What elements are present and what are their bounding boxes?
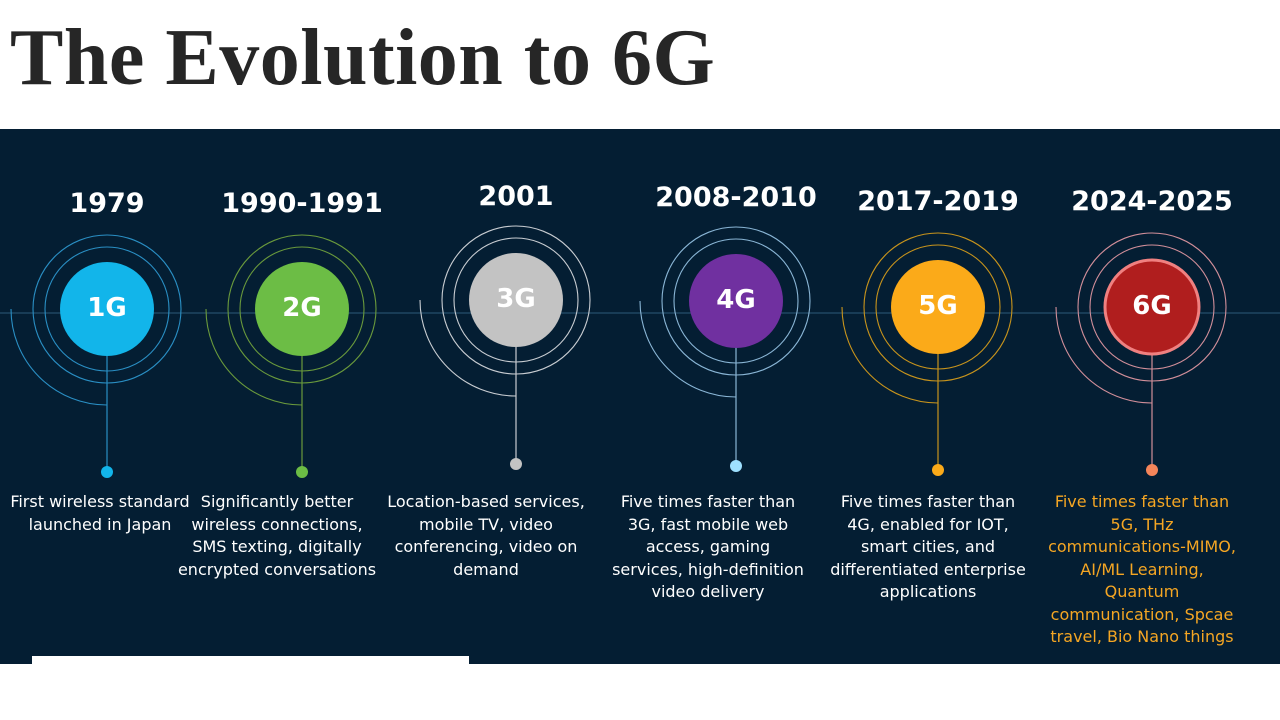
timeline-dot: [296, 466, 308, 478]
generation-description: Location-based services, mobile TV, vide…: [387, 492, 585, 579]
signal-ring: [441, 225, 591, 375]
generation-node-6g: [1055, 232, 1227, 476]
generation-node-3g: [419, 225, 591, 470]
generation-description: Five times faster than 4G, enabled for I…: [830, 492, 1026, 601]
footer-bar: [32, 656, 469, 666]
generation-label: 4G: [716, 285, 756, 315]
generation-circle: [891, 260, 985, 354]
generation-description: First wireless standard launched in Japa…: [10, 492, 190, 534]
generation-description: Five times faster than 3G, fast mobile w…: [612, 492, 804, 601]
year-label: 2024-2025: [1071, 186, 1233, 217]
signal-arc: [841, 306, 939, 404]
generation-label: 1G: [87, 293, 127, 323]
signal-ring: [875, 244, 1001, 370]
year-label: 1990-1991: [221, 188, 383, 219]
generation-node-2g: [205, 234, 377, 478]
signal-ring: [1089, 244, 1215, 370]
timeline-dot: [1146, 464, 1158, 476]
page-title: The Evolution to 6G: [10, 14, 716, 102]
signal-arc: [205, 308, 303, 406]
signal-ring: [453, 237, 579, 363]
signal-ring: [44, 246, 170, 372]
year-label: 2017-2019: [857, 186, 1019, 217]
signal-arc: [10, 308, 108, 406]
year-label: 2008-2010: [655, 182, 817, 213]
generation-label: 2G: [282, 293, 322, 323]
timeline-dot: [730, 460, 742, 472]
generation-node-4g: [639, 226, 811, 472]
generation-node-5g: [841, 232, 1013, 476]
signal-ring: [32, 234, 182, 384]
timeline-panel: [0, 129, 1280, 664]
generation-node-1g: [10, 234, 182, 478]
signal-arc: [639, 300, 737, 398]
generation-label: 3G: [496, 284, 536, 314]
generation-circle: [689, 254, 783, 348]
generation-circle: [469, 253, 563, 347]
generation-label: 5G: [918, 291, 958, 321]
signal-ring: [227, 234, 377, 384]
timeline-dot: [932, 464, 944, 476]
timeline-dot: [101, 466, 113, 478]
signal-ring: [1077, 232, 1227, 382]
generation-description: Five times faster than 5G, THz communica…: [1048, 492, 1236, 646]
generation-circle: [255, 262, 349, 356]
generation-circle: [1103, 258, 1201, 356]
signal-ring: [661, 226, 811, 376]
signal-ring: [863, 232, 1013, 382]
generation-description: Significantly better wireless connection…: [177, 492, 377, 579]
signal-ring: [673, 238, 799, 364]
generation-circle: [60, 262, 154, 356]
year-label: 2001: [478, 181, 554, 212]
signal-arc: [419, 299, 517, 397]
signal-arc: [1055, 306, 1153, 404]
generation-label: 6G: [1132, 291, 1172, 321]
timeline-dot: [510, 458, 522, 470]
signal-ring: [239, 246, 365, 372]
year-label: 1979: [69, 188, 145, 219]
